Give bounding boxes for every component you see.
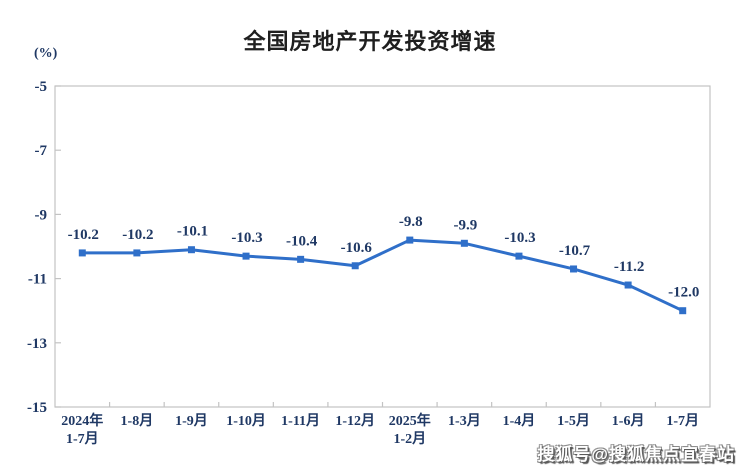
data-point-label: -10.4 <box>286 233 318 249</box>
y-axis-unit-label: (%) <box>34 46 58 61</box>
data-point <box>187 246 195 254</box>
x-tick-label: 1-5月 <box>557 413 590 429</box>
data-point-label: -10.7 <box>559 243 591 259</box>
data-point <box>460 239 468 247</box>
data-point <box>570 265 578 273</box>
data-point <box>351 262 359 270</box>
x-tick-label: 1-4月 <box>503 413 536 429</box>
data-point-label: -9.9 <box>454 217 478 233</box>
y-tick-label: -11 <box>28 272 47 288</box>
y-tick-label: -5 <box>35 79 48 95</box>
x-tick-label: 2025年 1-2月 <box>389 412 431 447</box>
x-tick-label: 1-12月 <box>335 413 375 429</box>
data-point <box>297 255 305 263</box>
data-point-label: -10.2 <box>122 227 153 243</box>
x-tick-label: 2024年 1-7月 <box>61 412 103 447</box>
data-point-label: -11.2 <box>614 259 644 275</box>
watermark: 搜狐号@搜狐焦点宜春站 <box>537 445 735 464</box>
x-tick-label: 1-11月 <box>281 413 320 429</box>
x-tick-label: 1-3月 <box>448 413 481 429</box>
x-tick-label: 1-6月 <box>612 413 645 429</box>
plot-border <box>54 85 711 408</box>
chart-title: 全国房地产开发投资增速 <box>243 29 497 54</box>
data-point <box>406 236 414 244</box>
data-point-label: -12.0 <box>668 285 699 301</box>
y-tick-label: -7 <box>35 143 48 159</box>
y-tick-label: -13 <box>27 336 47 352</box>
data-point-label: -10.3 <box>231 230 262 246</box>
data-point-label: -10.6 <box>341 240 373 256</box>
y-tick-label: -9 <box>35 207 48 223</box>
data-point <box>133 249 141 257</box>
data-point-label: -10.3 <box>504 230 535 246</box>
data-point <box>78 249 86 257</box>
data-point <box>679 307 687 315</box>
x-tick-label: 1-8月 <box>121 413 154 429</box>
data-point <box>242 252 250 260</box>
x-tick-label: 1-7月 <box>666 413 699 429</box>
data-point-label: -9.8 <box>399 214 423 230</box>
data-series-line <box>80 238 685 313</box>
data-point-label: -10.2 <box>68 227 99 243</box>
data-point-label: -10.1 <box>177 224 208 240</box>
x-tick-label: 1-9月 <box>175 413 208 429</box>
data-point <box>515 252 523 260</box>
x-tick-label: 1-10月 <box>226 413 266 429</box>
y-tick-label: -15 <box>27 400 47 416</box>
data-point <box>624 281 632 289</box>
